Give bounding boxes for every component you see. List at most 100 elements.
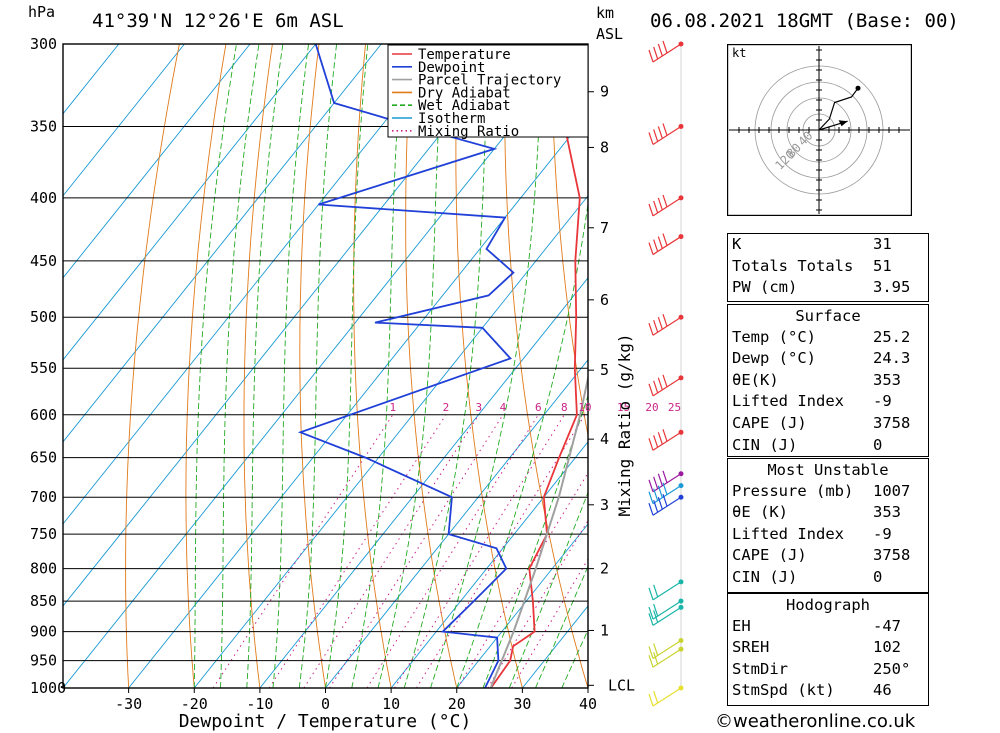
isotherm-line xyxy=(63,44,382,443)
wind-barb-flag xyxy=(653,435,659,448)
wind-barb xyxy=(648,494,682,516)
pressure-tick-label: 400 xyxy=(30,189,57,207)
wet-adiabat-line xyxy=(325,44,369,688)
isotherm-line xyxy=(63,44,185,197)
wind-barb-flag xyxy=(648,587,654,601)
mixing-ratio-label: 6 xyxy=(535,401,542,414)
mixing-ratio-label: 2 xyxy=(443,401,450,414)
wind-barb-shaft xyxy=(652,648,682,668)
hodograph-row: StmDir 250° xyxy=(728,659,928,681)
x-axis-title: Dewpoint / Temperature (°C) xyxy=(179,711,472,732)
hodograph-row: SREH 102 xyxy=(728,637,928,659)
wind-barb-flag xyxy=(653,500,659,513)
pressure-tick-label: 350 xyxy=(30,117,57,135)
wind-barb xyxy=(648,429,682,451)
wind-barb-flag xyxy=(657,236,663,249)
wind-barb-flag xyxy=(657,317,663,330)
hodograph-trace-end xyxy=(855,85,861,91)
wind-barb xyxy=(648,581,682,601)
dewpoint-profile-line xyxy=(297,44,515,688)
mixing-ratio-line xyxy=(511,558,588,688)
wind-barb xyxy=(648,639,682,659)
wind-barb-flag xyxy=(648,438,654,451)
indices-table: K 31 Totals Totals 51 PW (cm) 3.95 xyxy=(727,233,929,302)
mixing-ratio-label: 1 xyxy=(389,401,396,414)
wet-adiabat-line xyxy=(351,44,404,688)
hodograph-key: SREH xyxy=(732,638,770,657)
wind-barb-flag xyxy=(648,203,654,217)
wind-barb-flag xyxy=(653,239,659,252)
hodograph-value: -47 xyxy=(873,616,901,635)
most-unstable-row: Lifted Index -9 xyxy=(728,524,928,546)
wind-barb-flag xyxy=(653,320,659,333)
wind-barb xyxy=(648,233,682,256)
wind-barb-shaft xyxy=(652,581,682,601)
most-unstable-value: 0 xyxy=(873,567,883,586)
mixing-ratio-line xyxy=(329,414,504,688)
wind-barb-flag xyxy=(662,374,668,388)
pressure-tick-label: 900 xyxy=(30,623,57,641)
pressure-tick-label: 300 xyxy=(30,35,57,53)
legend-label: Dewpoint xyxy=(418,60,485,76)
most-unstable-value: 1007 xyxy=(873,481,911,500)
wind-barb xyxy=(648,648,682,668)
wind-barb-flag xyxy=(648,606,654,620)
temperature-profile-line xyxy=(490,44,581,688)
wind-barb-flag xyxy=(657,43,663,57)
dry-adiabat-line xyxy=(405,44,458,688)
pressure-tick-label: 650 xyxy=(30,449,57,467)
x-tick-label: 40 xyxy=(579,695,597,713)
most-unstable-title: Most Unstable xyxy=(767,461,889,479)
surface-key: Dewp (°C) xyxy=(732,349,816,368)
pressure-tick-label: 750 xyxy=(30,525,57,543)
wind-barb-flag xyxy=(653,603,659,617)
legend-label: Wet Adiabat xyxy=(418,98,511,114)
wet-adiabat-line xyxy=(403,44,490,688)
surface-row: Lifted Index -9 xyxy=(728,391,928,413)
x-tick-label: -20 xyxy=(181,695,208,713)
isotherm-line xyxy=(128,113,588,688)
index-row: Totals Totals 51 xyxy=(728,256,928,278)
wind-barb-flag xyxy=(662,482,668,495)
isotherm-line xyxy=(63,44,579,688)
isotherm-line xyxy=(63,44,317,361)
surface-key: CAPE (J) xyxy=(732,413,807,432)
pressure-tick-label: 500 xyxy=(30,308,57,326)
dry-adiabat-line xyxy=(551,44,588,438)
isotherm-line xyxy=(63,44,513,607)
height-tick-label: 3 xyxy=(600,496,609,514)
datetime-label: 06.08.2021 18GMT (Base: 00) xyxy=(650,10,959,32)
wind-barb-flag xyxy=(657,497,663,510)
most-unstable-row: Pressure (mb) 1007 xyxy=(728,481,928,503)
pressure-tick-label: 950 xyxy=(30,652,57,670)
x-tick-label: 10 xyxy=(382,695,400,713)
wind-barb-flag xyxy=(662,429,668,442)
mixing-ratio-label: 4 xyxy=(500,401,507,414)
surface-table: Surface Temp (°C) 25.2 Dewp (°C) 24.3 θE(K) 3… xyxy=(727,304,929,457)
wind-barb-flag xyxy=(648,693,654,707)
wind-barb xyxy=(648,123,682,145)
wind-barb-flag xyxy=(648,613,654,626)
wind-barb-flag xyxy=(648,503,654,516)
surface-key: Temp (°C) xyxy=(732,327,816,346)
wind-barb xyxy=(648,40,682,63)
wind-barb-flag xyxy=(653,610,659,623)
wind-barb xyxy=(648,600,682,620)
wind-barb-flag xyxy=(653,690,659,704)
hodograph-key: StmDir xyxy=(732,659,788,678)
hodograph-value: 250° xyxy=(873,659,911,678)
wind-barb-flag xyxy=(657,485,663,498)
wind-barb xyxy=(648,482,682,505)
mixing-ratio-label: 20 xyxy=(645,401,658,414)
dry-adiabat-line xyxy=(504,44,588,688)
wind-barb-flag xyxy=(653,643,659,656)
wet-adiabat-line xyxy=(535,565,588,688)
most-unstable-table: Most Unstable Pressure (mb) 1007 θE (K) 353… xyxy=(727,458,929,593)
hodograph-table-title: Hodograph xyxy=(786,596,870,614)
copyright-label: ©weatheronline.co.uk xyxy=(715,711,916,732)
hodograph-value: 102 xyxy=(873,638,901,657)
height-unit-label-asl: ASL xyxy=(596,25,624,43)
most-unstable-key: CIN (J) xyxy=(732,567,798,586)
wind-barb-flag xyxy=(653,651,659,665)
